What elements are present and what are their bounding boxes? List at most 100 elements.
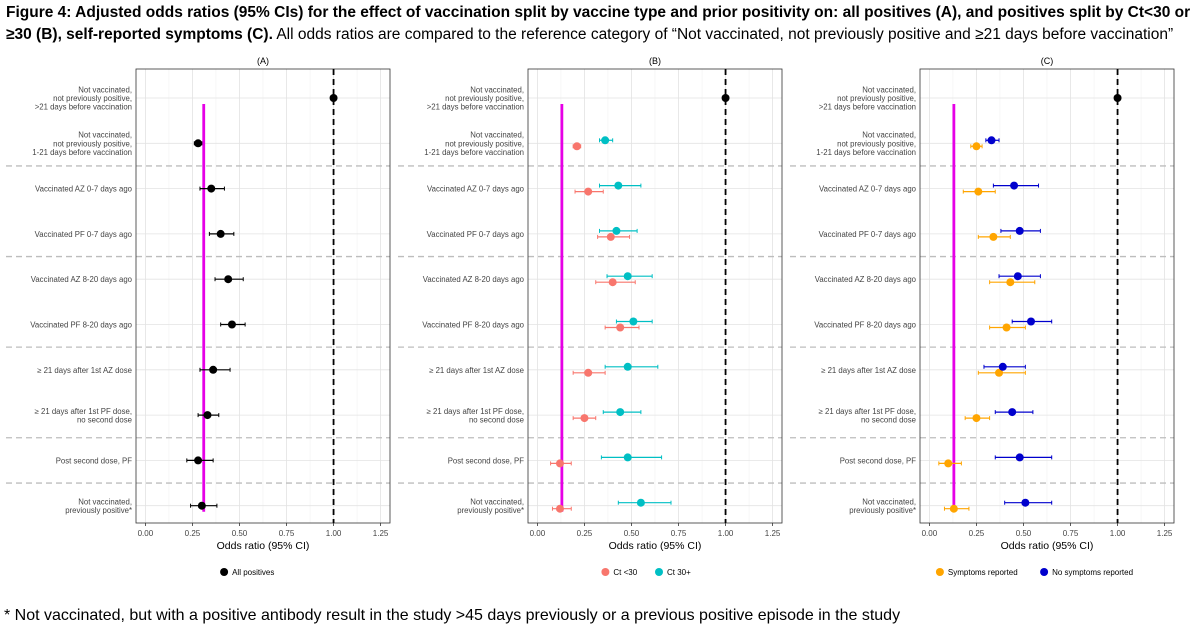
category-label: Not vaccinated, not previously positive, 1… [816,131,916,157]
category-label: Vaccinated AZ 0-7 days ago [427,185,525,194]
category-label: Vaccinated PF 8-20 days ago [422,321,524,330]
panel-a: (A) Not vaccinated, not previously positiv… [6,56,391,577]
legend-marker [220,568,229,576]
data-point [623,362,632,371]
panel-border [135,68,391,524]
x-tick-label: 0.50 [624,529,640,538]
data-point [584,368,593,377]
data-point [616,323,625,332]
data-point [1015,226,1024,235]
data-point [616,408,625,417]
category-label: Not vaccinated, not previously positive, >… [819,85,916,111]
category-label: ≥ 21 days after 1st PF dose, no second do… [819,407,916,425]
data-point [555,504,564,513]
x-tick-label: 0.75 [671,529,687,538]
legend-label: Symptoms reported [948,568,1018,577]
category-label: Vaccinated AZ 0-7 days ago [819,185,917,194]
data-point [989,232,998,241]
data-point [1027,317,1036,326]
data-point [203,411,212,420]
data-point [998,362,1007,371]
category-label: Vaccinated PF 8-20 days ago [30,321,132,330]
category-label: Not vaccinated, previously positive* [849,497,916,515]
data-point [972,414,981,423]
category-label: Vaccinated AZ 8-20 days ago [31,275,133,284]
category-label: Not vaccinated, not previously positive, 1… [32,131,132,157]
category-label: Not vaccinated, not previously positive, 1… [424,131,524,157]
category-label: Not vaccinated, previously positive* [457,497,524,515]
x-tick-label: 1.00 [1110,529,1126,538]
data-point [207,184,216,193]
x-axis-title: Odds ratio (95% CI) [217,540,310,552]
data-point [1113,94,1122,102]
x-tick-label: 1.00 [718,529,734,538]
legend-label: Ct 30+ [667,568,691,577]
data-point [227,320,236,329]
data-point [623,272,632,281]
category-label: Not vaccinated, previously positive* [65,497,132,515]
data-point [606,232,615,241]
x-tick-label: 1.25 [765,529,781,538]
data-point [1008,408,1017,417]
category-label: Vaccinated AZ 8-20 days ago [423,275,525,284]
panel-border [527,68,783,524]
panel-border [919,68,1175,524]
data-point [614,181,623,190]
data-point [329,94,338,102]
data-point [987,136,996,145]
panel-label: (B) [649,56,661,66]
data-point [612,226,621,235]
x-tick-label: 0.00 [530,529,546,538]
x-tick-label: 1.00 [326,529,342,538]
data-point [584,187,593,196]
data-point [1015,453,1024,462]
data-point [209,365,218,374]
x-tick-label: 0.50 [232,529,248,538]
data-point [974,187,983,196]
legend-label: All positives [232,568,274,577]
data-point [972,142,981,151]
data-point [608,278,617,287]
category-label: Post second dose, PF [840,456,917,465]
x-tick-label: 1.25 [373,529,389,538]
data-point [1010,181,1019,190]
category-label: Vaccinated PF 0-7 days ago [427,230,525,239]
data-point [224,275,233,284]
x-tick-label: 0.25 [577,529,593,538]
data-point [1013,272,1022,281]
x-tick-label: 0.00 [922,529,938,538]
x-tick-label: 1.25 [1157,529,1173,538]
category-label: Post second dose, PF [56,456,133,465]
panel-label: (A) [257,56,269,66]
category-label: ≥ 21 days after 1st PF dose, no second do… [427,407,524,425]
category-label: ≥ 21 days after 1st PF dose, no second do… [35,407,132,425]
data-point [623,453,632,462]
data-point [580,414,589,423]
x-tick-label: 0.75 [1063,529,1079,538]
category-label: Vaccinated PF 0-7 days ago [819,230,917,239]
category-label: Vaccinated AZ 8-20 days ago [815,275,917,284]
data-point [1002,323,1011,332]
data-point [572,142,581,151]
data-point [995,368,1004,377]
x-axis-title: Odds ratio (95% CI) [609,540,702,552]
data-point [1021,498,1030,507]
legend-marker [601,568,610,576]
legend-label: Ct <30 [613,568,637,577]
category-label: Not vaccinated, not previously positive, >… [35,85,132,111]
category-label: Vaccinated PF 0-7 days ago [35,230,133,239]
data-point [216,229,225,238]
data-point [555,459,564,468]
x-tick-label: 0.75 [279,529,295,538]
data-point [197,501,206,510]
data-point [636,498,645,507]
panel-b: (B) Not vaccinated, not previously positiv… [398,56,783,577]
category-label: ≥ 21 days after 1st AZ dose [821,366,916,375]
category-label: Not vaccinated, not previously positive, >… [427,85,524,111]
x-axis-title: Odds ratio (95% CI) [1001,540,1094,552]
data-point [944,459,953,468]
data-point [194,456,203,465]
category-label: Vaccinated AZ 0-7 days ago [35,185,133,194]
legend-label: No symptoms reported [1052,568,1133,577]
x-tick-label: 0.25 [969,529,985,538]
